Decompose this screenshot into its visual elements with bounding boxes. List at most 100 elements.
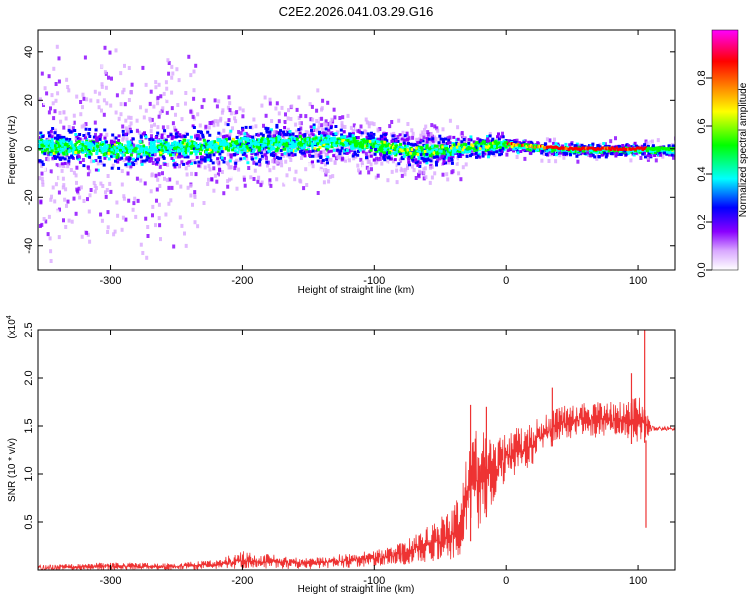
heatmap-cell bbox=[326, 100, 330, 105]
heatmap-cell bbox=[351, 132, 355, 136]
heatmap-ridge-cell bbox=[72, 147, 76, 150]
heatmap-cell bbox=[120, 156, 124, 160]
heatmap-cell bbox=[173, 192, 177, 197]
heatmap-cell bbox=[372, 132, 376, 136]
heatmap-cell bbox=[266, 134, 270, 138]
heatmap-cell bbox=[446, 136, 450, 141]
heatmap-cell bbox=[88, 135, 92, 138]
heatmap-cell bbox=[309, 150, 313, 154]
heatmap-cell bbox=[460, 131, 464, 135]
heatmap-cell bbox=[199, 152, 202, 156]
heatmap-cell bbox=[403, 172, 407, 177]
heatmap-cell bbox=[411, 131, 415, 136]
heatmap-cell bbox=[395, 180, 399, 185]
heatmap-ridge-cell bbox=[193, 141, 196, 145]
heatmap-cell bbox=[270, 119, 274, 123]
heatmap-cell bbox=[266, 163, 269, 168]
heatmap-cell bbox=[414, 158, 418, 162]
heatmap-cell bbox=[338, 137, 342, 141]
heatmap-cell bbox=[469, 135, 473, 139]
heatmap-cell bbox=[286, 151, 290, 156]
heatmap-ridge-cell bbox=[170, 145, 173, 149]
heatmap-cell bbox=[189, 109, 193, 114]
heatmap-cell bbox=[326, 122, 330, 126]
heatmap-cell bbox=[623, 149, 627, 153]
heatmap-cell bbox=[183, 155, 187, 159]
heatmap-cell bbox=[108, 50, 112, 55]
heatmap-cell bbox=[282, 182, 286, 187]
heatmap-cell bbox=[389, 157, 393, 161]
heatmap-cell bbox=[224, 142, 228, 146]
heatmap-cell bbox=[379, 152, 383, 156]
heatmap-cell bbox=[296, 134, 300, 139]
heatmap-cell bbox=[173, 149, 177, 153]
heatmap-cell bbox=[252, 149, 256, 153]
heatmap-cell bbox=[74, 135, 78, 140]
heatmap-cell bbox=[365, 156, 368, 160]
heatmap-cell bbox=[547, 159, 551, 163]
heatmap-ridge-cell bbox=[107, 148, 111, 152]
heatmap-cell bbox=[161, 171, 164, 176]
heatmap-cell bbox=[268, 97, 272, 102]
heatmap-ridge-cell bbox=[157, 145, 160, 149]
heatmap-cell bbox=[442, 162, 446, 165]
heatmap-cell bbox=[621, 144, 625, 147]
heatmap-cell bbox=[235, 158, 238, 163]
heatmap-cell bbox=[303, 154, 307, 158]
heatmap-ridge-cell bbox=[136, 144, 140, 148]
heatmap-cell bbox=[170, 106, 174, 111]
heatmap-cell bbox=[324, 172, 328, 177]
heatmap-cell bbox=[547, 150, 551, 154]
heatmap-cell bbox=[193, 159, 197, 163]
heatmap-cell bbox=[456, 125, 460, 130]
heatmap-cell bbox=[61, 156, 65, 160]
heatmap-cell bbox=[419, 138, 423, 142]
heatmap-cell bbox=[99, 142, 103, 146]
heatmap-cell bbox=[457, 171, 461, 176]
heatmap-cell bbox=[404, 144, 407, 148]
heatmap-cell bbox=[279, 159, 283, 164]
heatmap-ridge-cell bbox=[75, 141, 79, 145]
heatmap-ridge-cell bbox=[172, 147, 176, 150]
heatmap-cell bbox=[553, 137, 556, 142]
heatmap-cell bbox=[325, 131, 329, 136]
heatmap-cell bbox=[122, 196, 126, 201]
heatmap-cell bbox=[646, 155, 650, 160]
heatmap-cell bbox=[653, 151, 657, 155]
heatmap-cell bbox=[376, 173, 380, 178]
heatmap-cell bbox=[402, 150, 405, 154]
heatmap-cell bbox=[220, 150, 224, 154]
heatmap-cell bbox=[460, 140, 464, 144]
heatmap-ridge-cell bbox=[183, 148, 186, 151]
heatmap-cell bbox=[294, 135, 298, 139]
heatmap-cell bbox=[243, 132, 247, 136]
heatmap-cell bbox=[606, 151, 610, 155]
heatmap-cell bbox=[59, 63, 63, 68]
heatmap-cell bbox=[251, 141, 255, 145]
heatmap-cell bbox=[49, 71, 53, 76]
heatmap-cell bbox=[124, 126, 128, 131]
heatmap-ridge-cell bbox=[245, 144, 248, 148]
heatmap-cell bbox=[182, 138, 186, 142]
heatmap-cell bbox=[497, 137, 501, 141]
heatmap-cell bbox=[234, 161, 238, 165]
heatmap-cell bbox=[218, 168, 222, 173]
heatmap-cell bbox=[276, 146, 280, 150]
heatmap-cell bbox=[197, 164, 201, 168]
heatmap-cell bbox=[325, 144, 329, 148]
heatmap-cell bbox=[426, 156, 430, 160]
heatmap-cell bbox=[320, 106, 324, 111]
heatmap-cell bbox=[174, 154, 178, 159]
heatmap-cell bbox=[94, 186, 98, 191]
heatmap-ridge-cell bbox=[45, 145, 48, 148]
heatmap-cell bbox=[195, 155, 199, 159]
heatmap-ridge-cell bbox=[190, 147, 193, 150]
heatmap-cell bbox=[158, 154, 162, 159]
heatmap-cell bbox=[91, 141, 95, 144]
heatmap-cell bbox=[304, 130, 308, 135]
heatmap-cell bbox=[208, 153, 212, 157]
heatmap-cell bbox=[167, 61, 171, 65]
heatmap-cell bbox=[289, 117, 293, 121]
heatmap-ridge-cell bbox=[165, 143, 169, 147]
heatmap-cell bbox=[297, 128, 301, 132]
